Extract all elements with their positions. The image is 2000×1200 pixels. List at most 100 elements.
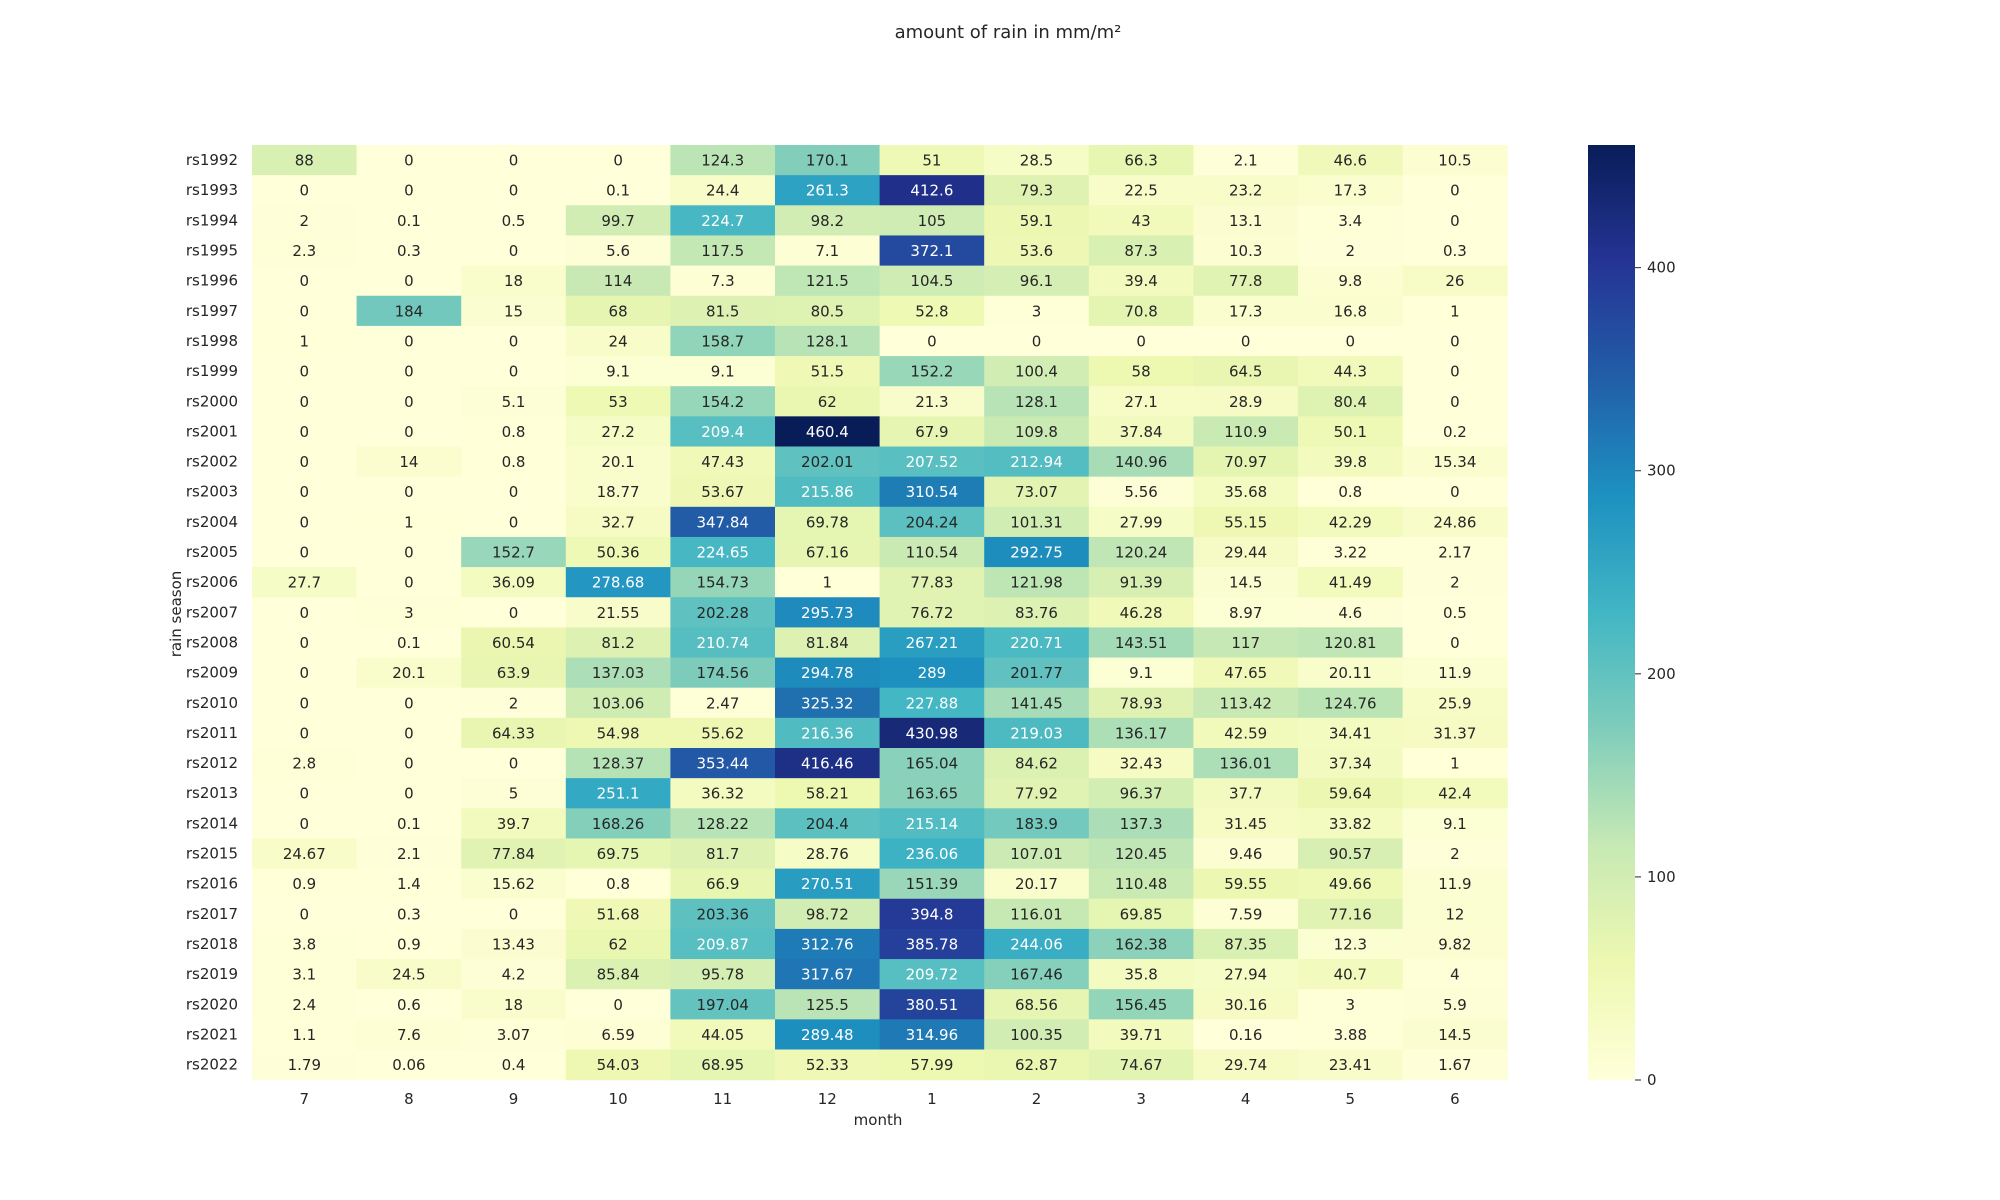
cell-value-label: 0.6 bbox=[397, 996, 421, 1014]
cell-value-label: 3 bbox=[1032, 302, 1042, 320]
cell-value-label: 53.6 bbox=[1020, 242, 1053, 260]
heatmap-cell bbox=[775, 868, 881, 900]
cell-value-label: 13.43 bbox=[492, 935, 535, 953]
heatmap-cell bbox=[1402, 868, 1508, 900]
cell-value-label: 0 bbox=[1450, 182, 1460, 200]
cell-value-label: 77.92 bbox=[1015, 785, 1058, 803]
heatmap-cell bbox=[1298, 325, 1404, 357]
heatmap-cell bbox=[670, 175, 776, 206]
y-axis-label: rain season bbox=[167, 571, 185, 658]
heatmap-cell bbox=[1402, 476, 1508, 508]
heatmap-cell bbox=[1298, 748, 1404, 779]
cell-value-label: 310.54 bbox=[906, 483, 959, 501]
heatmap-cell bbox=[775, 205, 881, 237]
y-tick-label: rs1997 bbox=[186, 302, 238, 320]
heatmap-cell bbox=[879, 536, 985, 568]
heatmap-cell bbox=[670, 1019, 776, 1051]
heatmap-cell bbox=[1088, 717, 1194, 749]
cell-value-label: 79.3 bbox=[1020, 182, 1053, 200]
heatmap-cell bbox=[984, 205, 1090, 237]
cell-value-label: 21.3 bbox=[915, 393, 948, 411]
heatmap-cell bbox=[1088, 1019, 1194, 1051]
heatmap-cell bbox=[461, 808, 567, 840]
cell-value-label: 0 bbox=[509, 755, 519, 773]
heatmap-cell bbox=[1298, 476, 1404, 508]
cell-value-label: 44.3 bbox=[1334, 363, 1367, 381]
cell-value-label: 430.98 bbox=[906, 724, 959, 742]
heatmap-cell bbox=[565, 536, 671, 568]
heatmap-cell bbox=[252, 778, 358, 809]
heatmap-cell bbox=[356, 657, 462, 689]
cell-value-label: 0 bbox=[300, 604, 310, 622]
cell-value-label: 9.1 bbox=[1443, 815, 1467, 833]
cell-value-label: 154.73 bbox=[696, 574, 749, 592]
cell-value-label: 0.8 bbox=[502, 423, 526, 441]
cell-value-label: 270.51 bbox=[801, 875, 854, 893]
cell-value-label: 0 bbox=[300, 513, 310, 531]
heatmap-cell bbox=[356, 989, 462, 1020]
heatmap-cell bbox=[670, 235, 776, 267]
cell-value-label: 64.5 bbox=[1229, 363, 1262, 381]
cell-value-label: 7.1 bbox=[815, 242, 839, 260]
heatmap-cell bbox=[1298, 597, 1404, 628]
heatmap-cell bbox=[879, 567, 985, 598]
heatmap-cell bbox=[1193, 265, 1299, 297]
heatmap-cell bbox=[1193, 898, 1299, 930]
cell-value-label: 27.99 bbox=[1120, 513, 1163, 531]
cell-value-label: 96.37 bbox=[1120, 785, 1163, 803]
cell-value-label: 0 bbox=[1346, 332, 1356, 350]
cell-value-label: 24.4 bbox=[706, 182, 739, 200]
cell-value-label: 81.2 bbox=[601, 634, 634, 652]
cell-value-label: 2.1 bbox=[1234, 152, 1258, 170]
cell-value-label: 23.2 bbox=[1229, 182, 1262, 200]
cell-value-label: 36.09 bbox=[492, 574, 535, 592]
heatmap-cell bbox=[461, 175, 567, 206]
heatmap-cell bbox=[356, 356, 462, 387]
heatmap-cell bbox=[252, 265, 358, 297]
heatmap-cell bbox=[775, 145, 881, 176]
heatmap-cell bbox=[252, 145, 358, 176]
cell-value-label: 224.7 bbox=[701, 212, 744, 230]
heatmap-cell bbox=[670, 265, 776, 297]
heatmap-cell bbox=[1402, 235, 1508, 267]
heatmap-cell bbox=[565, 627, 671, 659]
heatmap-cell bbox=[879, 265, 985, 297]
heatmap-cell bbox=[1088, 898, 1194, 930]
heatmap-cell bbox=[984, 446, 1090, 478]
heatmap-cell bbox=[775, 386, 881, 417]
cell-value-label: 0.9 bbox=[292, 875, 316, 893]
x-tick-label: 5 bbox=[1346, 1090, 1356, 1108]
cell-value-label: 0 bbox=[509, 332, 519, 350]
cell-value-label: 184 bbox=[395, 302, 424, 320]
heatmap-cell bbox=[775, 536, 881, 568]
cell-value-label: 62 bbox=[818, 393, 837, 411]
heatmap-cell bbox=[1088, 657, 1194, 689]
colorbar-tick-label: 0 bbox=[1647, 1071, 1657, 1089]
heatmap-cell bbox=[252, 536, 358, 568]
heatmap-cell bbox=[1298, 808, 1404, 840]
cell-value-label: 244.06 bbox=[1010, 935, 1063, 953]
cell-value-label: 76.72 bbox=[910, 604, 953, 622]
cell-value-label: 289 bbox=[918, 664, 947, 682]
cell-value-label: 227.88 bbox=[906, 694, 959, 712]
cell-value-label: 0.3 bbox=[1443, 242, 1467, 260]
heatmap-cell bbox=[252, 687, 358, 719]
heatmap-cell bbox=[565, 717, 671, 749]
heatmap-cell bbox=[879, 808, 985, 840]
cell-value-label: 70.8 bbox=[1124, 302, 1157, 320]
cell-value-label: 9.1 bbox=[1129, 664, 1153, 682]
heatmap-cell bbox=[1193, 959, 1299, 990]
cell-value-label: 113.42 bbox=[1219, 694, 1272, 712]
cell-value-label: 2.8 bbox=[292, 755, 316, 773]
heatmap-cell bbox=[775, 1049, 881, 1081]
cell-value-label: 0 bbox=[404, 363, 414, 381]
heatmap-cell bbox=[1193, 325, 1299, 357]
heatmap-cell bbox=[461, 356, 567, 387]
heatmap-cell bbox=[1193, 748, 1299, 779]
heatmap-cell bbox=[356, 928, 462, 960]
heatmap-cell bbox=[879, 386, 985, 417]
cell-value-label: 117.5 bbox=[701, 242, 744, 260]
cell-value-label: 29.44 bbox=[1224, 544, 1267, 562]
y-tick-label: rs2009 bbox=[186, 664, 238, 682]
heatmap-cell bbox=[252, 175, 358, 206]
